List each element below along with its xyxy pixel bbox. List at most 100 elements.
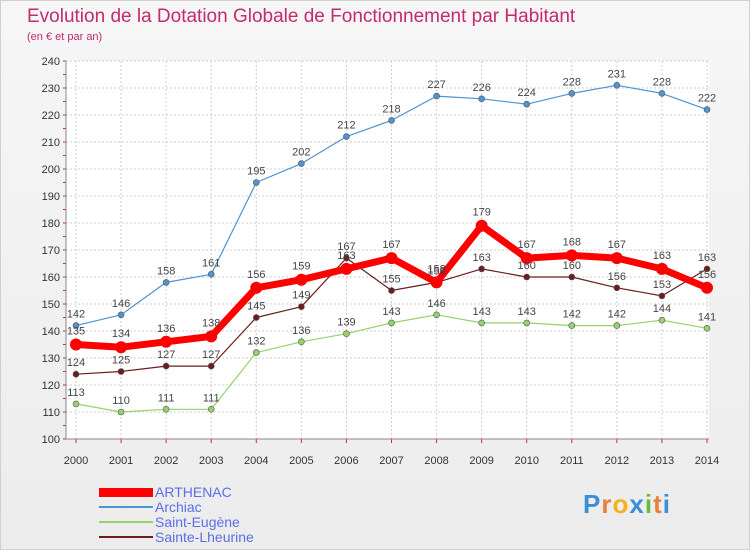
data-point-sainte-lheurine: [117, 368, 125, 375]
x-tick-label: 2008: [424, 455, 448, 467]
x-tick-label: 2005: [289, 455, 313, 467]
data-label-saint-eug-ne: 113: [67, 387, 85, 399]
data-label-arthenac: 159: [292, 261, 310, 273]
data-label-arthenac: 135: [67, 326, 85, 338]
y-tick-label: 150: [42, 299, 60, 311]
data-label-archiac: 202: [292, 147, 310, 159]
data-point-arthenac: [655, 262, 668, 275]
data-label-sainte-lheurine: 125: [112, 355, 130, 367]
data-point-arthenac: [115, 341, 128, 354]
logo-letter: o: [612, 489, 630, 519]
data-label-archiac: 142: [67, 309, 85, 321]
y-tick-label: 100: [42, 434, 60, 446]
data-point-sainte-lheurine: [523, 273, 531, 281]
x-tick-label: 2004: [244, 455, 268, 467]
data-label-archiac: 161: [202, 257, 220, 269]
data-point-archiac: [388, 117, 395, 124]
data-label-sainte-lheurine: 149: [292, 290, 310, 302]
data-point-saint-eug-ne: [433, 311, 440, 319]
data-point-archiac: [298, 160, 305, 167]
data-label-saint-eug-ne: 143: [382, 306, 400, 318]
logo-letter: x: [629, 489, 645, 519]
logo-letter: i: [662, 489, 671, 519]
data-point-archiac: [658, 90, 666, 97]
logo-letter: i: [644, 489, 654, 519]
data-point-arthenac: [565, 249, 578, 262]
chart-title: Evolution de la Dotation Globale de Fonc…: [27, 6, 576, 27]
data-point-archiac: [207, 270, 215, 278]
data-label-arthenac: 156: [247, 269, 265, 281]
data-label-arthenac: 167: [518, 239, 536, 251]
data-point-saint-eug-ne: [252, 349, 260, 356]
data-label-sainte-lheurine: 167: [337, 241, 355, 253]
logo-letter: r: [601, 489, 613, 519]
data-label-archiac: 218: [382, 103, 400, 115]
data-label-saint-eug-ne: 111: [203, 392, 220, 404]
y-tick-label: 180: [42, 218, 60, 230]
data-label-arthenac: 167: [382, 239, 400, 251]
data-point-sainte-lheurine: [658, 292, 666, 300]
data-point-sainte-lheurine: [343, 254, 350, 262]
data-point-sainte-lheurine: [478, 265, 485, 273]
x-tick-label: 2001: [109, 455, 133, 467]
legend-label: Sainte-Lheurine: [155, 529, 254, 545]
data-point-arthenac: [340, 262, 353, 275]
data-point-archiac: [433, 92, 440, 100]
legend-label: Archiac: [155, 499, 202, 515]
x-tick-label: 2000: [64, 455, 88, 467]
x-tick-label: 2014: [695, 455, 719, 467]
y-tick-label: 200: [42, 164, 60, 176]
data-label-saint-eug-ne: 142: [563, 309, 581, 321]
data-label-arthenac: 179: [472, 207, 490, 219]
x-tick-label: 2006: [334, 455, 358, 467]
data-label-sainte-lheurine: 153: [653, 279, 671, 291]
data-label-saint-eug-ne: 136: [292, 325, 310, 337]
data-label-sainte-lheurine: 160: [563, 260, 581, 272]
x-tick-label: 2009: [469, 455, 493, 467]
legend-swatch: [99, 521, 153, 523]
data-label-arthenac: 163: [653, 250, 671, 262]
y-tick-label: 190: [42, 191, 60, 203]
data-point-saint-eug-ne: [162, 405, 170, 413]
data-point-arthenac: [70, 338, 82, 351]
data-point-archiac: [252, 179, 260, 186]
data-point-saint-eug-ne: [117, 408, 125, 416]
data-label-archiac: 228: [653, 76, 671, 88]
data-label-archiac: 226: [472, 82, 490, 94]
data-label-archiac: 146: [112, 298, 130, 310]
data-point-saint-eug-ne: [478, 319, 485, 327]
data-label-saint-eug-ne: 139: [337, 317, 355, 329]
y-tick-label: 170: [42, 245, 60, 257]
data-point-archiac: [613, 82, 621, 89]
data-label-sainte-lheurine: 156: [608, 271, 626, 283]
data-label-archiac: 212: [337, 120, 355, 132]
data-label-saint-eug-ne: 143: [472, 306, 490, 318]
data-point-saint-eug-ne: [523, 319, 531, 327]
data-label-sainte-lheurine: 155: [382, 274, 400, 286]
y-tick-label: 140: [42, 326, 60, 338]
data-label-saint-eug-ne: 141: [698, 311, 716, 323]
data-label-archiac: 195: [247, 166, 265, 178]
data-label-saint-eug-ne: 111: [158, 392, 175, 404]
data-label-saint-eug-ne: 144: [653, 303, 671, 315]
y-tick-label: 230: [42, 83, 60, 95]
data-label-arthenac: 136: [157, 323, 175, 335]
legend-label: Saint-Eugène: [155, 514, 240, 530]
data-label-arthenac: 163: [337, 250, 355, 262]
data-point-saint-eug-ne: [703, 324, 711, 332]
legend-swatch: [99, 487, 153, 497]
data-label-sainte-lheurine: 163: [698, 252, 716, 264]
x-tick-label: 2007: [379, 455, 403, 467]
data-point-arthenac: [160, 335, 173, 348]
data-point-sainte-lheurine: [72, 370, 80, 378]
data-label-saint-eug-ne: 132: [247, 336, 265, 348]
data-label-sainte-lheurine: 163: [472, 252, 490, 264]
data-label-saint-eug-ne: 146: [427, 298, 445, 310]
data-point-archiac: [703, 106, 711, 113]
data-point-arthenac: [205, 330, 218, 343]
legend-swatch: [99, 506, 153, 508]
x-tick-label: 2003: [199, 455, 223, 467]
data-label-saint-eug-ne: 143: [518, 306, 536, 318]
data-point-archiac: [568, 90, 576, 97]
